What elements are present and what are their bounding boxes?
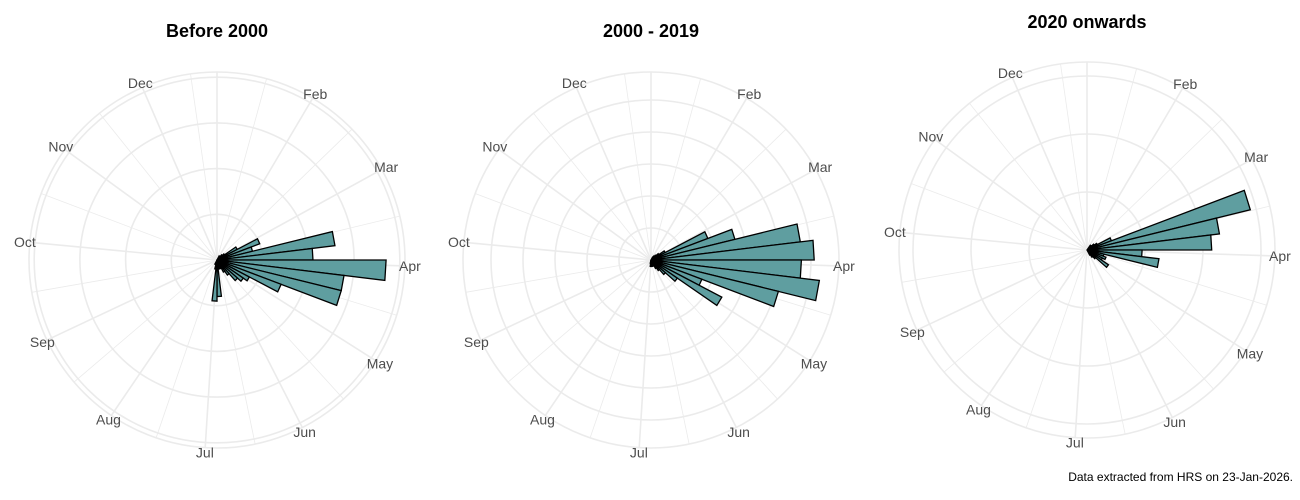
month-label: Nov	[482, 139, 507, 155]
month-label: Apr	[1269, 248, 1291, 264]
chart-title: Before 2000	[166, 21, 268, 41]
bar-week-13	[1086, 234, 1213, 251]
minor-spoke	[99, 113, 218, 261]
month-label: Apr	[833, 258, 855, 274]
bars	[211, 230, 387, 307]
outer-ring	[28, 71, 406, 449]
minor-spoke	[216, 78, 267, 261]
polar-chart-2: Feb Mar Apr May Jun Jul Aug Sep Oct Nov Dec 2000 - …	[448, 21, 855, 461]
month-label: May	[1237, 345, 1263, 361]
month-label: Apr	[399, 258, 421, 274]
minor-spoke	[1086, 118, 1223, 251]
month-label: May	[367, 355, 393, 371]
major-spoke	[980, 249, 1088, 406]
month-label: Nov	[918, 129, 943, 145]
month-label: Sep	[30, 334, 55, 350]
major-spoke	[141, 87, 218, 261]
bar-week-22	[1086, 249, 1092, 257]
bar-week-28	[649, 259, 652, 264]
month-label: Dec	[998, 65, 1023, 81]
month-label: Mar	[374, 159, 398, 175]
month-label: Oct	[884, 224, 906, 240]
minor-spoke	[1086, 68, 1137, 251]
minor-spoke	[216, 259, 256, 445]
month-label: Oct	[448, 234, 470, 250]
major-spoke	[899, 231, 1088, 251]
major-spoke	[934, 138, 1088, 251]
minor-spoke	[969, 103, 1088, 251]
outer-ring	[898, 61, 1276, 439]
month-label: Aug	[96, 412, 121, 428]
minor-spoke	[1086, 249, 1126, 435]
chart-title: 2020 onwards	[1027, 12, 1146, 32]
month-label: Jul	[1066, 435, 1084, 451]
polar-chart-3: Feb Mar Apr May Jun Jul Aug Sep Oct Nov Dec 2020 on…	[884, 12, 1291, 451]
month-label: Jul	[630, 445, 648, 461]
month-label: Sep	[464, 334, 489, 350]
major-spoke	[1086, 249, 1247, 352]
month-label: Aug	[966, 402, 991, 418]
month-label: Mar	[1244, 149, 1268, 165]
bars	[649, 223, 821, 308]
month-label: Aug	[530, 412, 555, 428]
month-label: Feb	[1173, 76, 1197, 92]
minor-spoke	[216, 259, 344, 400]
major-spoke	[1086, 249, 1174, 418]
minor-spoke	[1060, 63, 1088, 251]
month-label: Feb	[737, 86, 761, 102]
major-spoke	[64, 148, 218, 261]
data-source-caption: Data extracted from HRS on 23-Jan-2026.	[1068, 470, 1293, 484]
major-spoke	[110, 259, 218, 416]
month-label: Jun	[293, 424, 316, 440]
minor-spoke	[943, 249, 1088, 373]
month-label: Oct	[14, 234, 36, 250]
gridlines	[462, 71, 840, 449]
minor-spoke	[216, 128, 353, 261]
major-spoke	[216, 97, 314, 261]
month-label: Nov	[48, 139, 73, 155]
major-spoke	[916, 249, 1088, 331]
bars	[1086, 189, 1252, 269]
radial-ring	[33, 76, 401, 444]
bar-week-18	[650, 259, 723, 307]
major-spoke	[1086, 158, 1253, 251]
minor-spoke	[1025, 249, 1088, 428]
month-label: Mar	[808, 159, 832, 175]
bar-week-27	[211, 259, 218, 302]
major-spoke	[1074, 249, 1088, 438]
bar-week-15	[1086, 249, 1160, 269]
bar-week-30	[213, 259, 218, 266]
month-label: Feb	[303, 86, 327, 102]
minor-spoke	[155, 259, 218, 438]
polar-chart-1: Feb Mar Apr May Jun Jul Aug Sep Oct Nov Dec Before …	[14, 21, 421, 461]
minor-spoke	[910, 183, 1088, 251]
month-label: May	[801, 355, 827, 371]
minor-spoke	[901, 249, 1088, 283]
minor-spoke	[190, 73, 218, 261]
month-label: Dec	[562, 75, 587, 91]
minor-spoke	[1086, 249, 1267, 306]
month-label: Sep	[900, 324, 925, 340]
major-spoke	[29, 241, 218, 261]
chart-title: 2000 - 2019	[603, 21, 699, 41]
major-spoke	[216, 259, 304, 428]
month-label: Jun	[727, 424, 750, 440]
month-label: Jul	[196, 445, 214, 461]
month-label: Jun	[1163, 414, 1186, 430]
minor-spoke	[73, 259, 218, 383]
month-label: Dec	[128, 75, 153, 91]
minor-spoke	[31, 259, 218, 293]
radial-ring	[912, 75, 1262, 425]
major-spoke	[1086, 87, 1184, 251]
major-spoke	[46, 259, 218, 341]
major-spoke	[1011, 77, 1088, 251]
minor-spoke	[1086, 249, 1214, 390]
outer-ring	[462, 71, 840, 449]
minor-spoke	[40, 193, 218, 261]
